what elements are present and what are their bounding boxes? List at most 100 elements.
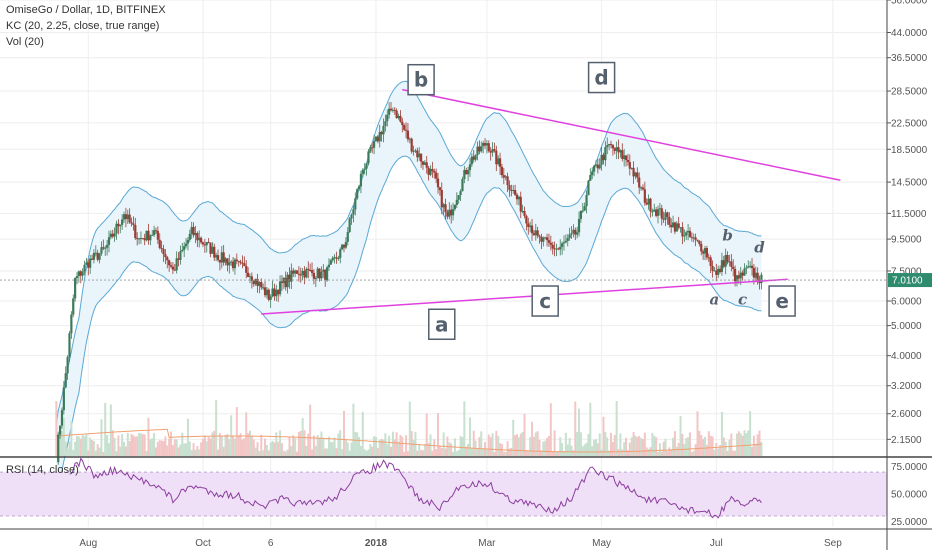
volume-bar: [265, 445, 268, 456]
candle-body: [418, 153, 421, 158]
candle-body: [750, 265, 754, 269]
volume-bar: [288, 437, 291, 456]
volume-bar: [690, 451, 693, 456]
volume-bar: [679, 416, 682, 456]
candle-body: [666, 212, 669, 217]
volume-bar: [581, 446, 584, 456]
candle-body: [713, 270, 716, 272]
candle-body: [250, 276, 253, 281]
candle-body: [216, 255, 220, 260]
candle-body: [649, 198, 652, 212]
candle-body: [363, 168, 366, 170]
candle-body: [365, 163, 368, 169]
candle-body: [301, 270, 304, 276]
volume-bar: [123, 441, 126, 456]
candle-body: [465, 170, 468, 175]
candle-body: [628, 161, 631, 169]
time-axis-label: 6: [268, 538, 274, 549]
volume-bar: [583, 444, 586, 456]
candle-body: [517, 196, 520, 200]
candle-body: [314, 278, 317, 280]
candle-body: [675, 223, 678, 232]
volume-bar: [183, 443, 186, 456]
volume-bar: [401, 436, 404, 456]
volume-bar: [576, 432, 579, 456]
volume-bar: [403, 451, 406, 456]
candle-body: [728, 261, 731, 263]
candle-body: [102, 247, 105, 249]
candle-body: [472, 156, 475, 160]
candle-body: [64, 373, 67, 388]
wave-label-box: [768, 285, 796, 317]
volume-bar: [709, 435, 712, 456]
candle-body: [92, 252, 96, 260]
candle-body: [724, 254, 727, 267]
candle-body: [303, 270, 306, 278]
volume-bar: [512, 419, 515, 456]
volume-bar: [739, 433, 742, 456]
candle-body: [290, 270, 293, 282]
volume-bar: [218, 433, 221, 456]
volume-bar: [170, 431, 173, 456]
rsi-indicator-label[interactable]: RSI (14, close): [6, 464, 79, 476]
candle-body: [68, 333, 71, 358]
candle-body: [386, 114, 389, 122]
candle-body: [643, 189, 646, 203]
candle-body: [421, 161, 425, 165]
volume-bar: [235, 407, 238, 456]
volume-bar: [91, 440, 94, 456]
candle-body: [275, 289, 278, 297]
candle-body: [277, 289, 280, 295]
candle-body: [585, 195, 588, 207]
volume-bar: [361, 411, 364, 456]
volume-bar: [461, 437, 464, 456]
volume-indicator-label[interactable]: Vol (20): [6, 36, 44, 48]
candle-body: [247, 272, 250, 278]
candle-body: [378, 131, 381, 142]
volume-bar: [704, 436, 707, 456]
candle-body: [530, 225, 534, 234]
candle-body: [702, 251, 705, 254]
candle-body: [574, 229, 577, 235]
volume-bar: [467, 443, 470, 456]
price-axis-label: 11.5000: [891, 209, 927, 220]
volume-bar: [615, 401, 618, 456]
candle-body: [124, 214, 127, 220]
volume-bar: [367, 449, 370, 456]
candle-body: [419, 153, 423, 162]
candle-body: [756, 272, 759, 282]
volume-bar: [286, 449, 289, 456]
candle-body: [79, 271, 82, 276]
volume-bar: [339, 430, 342, 456]
candle-body: [592, 165, 596, 172]
candle-body: [529, 225, 532, 228]
candle-body: [670, 224, 673, 228]
price-axis-label: 44.0000: [891, 28, 928, 39]
volume-bar: [72, 449, 75, 456]
candle-body: [233, 259, 237, 269]
volume-bar: [352, 403, 355, 456]
candle-body: [749, 265, 752, 267]
volume-bar: [482, 448, 485, 456]
kc-indicator-label[interactable]: KC (20, 2.25, close, true range): [6, 20, 160, 32]
volume-bar: [720, 411, 723, 456]
volume-bar: [630, 437, 633, 456]
volume-bar: [220, 436, 223, 456]
candle-body: [356, 189, 359, 199]
volume-bar: [735, 433, 738, 456]
candle-body: [228, 262, 231, 266]
volume-bar: [542, 441, 545, 456]
volume-bar: [540, 450, 543, 456]
candle-body: [720, 260, 724, 272]
volume-bar: [713, 449, 716, 456]
candle-body: [467, 170, 470, 175]
volume-bar: [173, 439, 176, 456]
volume-bar: [416, 450, 419, 456]
candle-body: [372, 140, 376, 148]
volume-bar: [388, 435, 391, 456]
volume-bar: [380, 438, 383, 456]
candle-body: [316, 268, 319, 279]
volume-bar: [570, 445, 573, 456]
candle-body: [273, 288, 276, 297]
